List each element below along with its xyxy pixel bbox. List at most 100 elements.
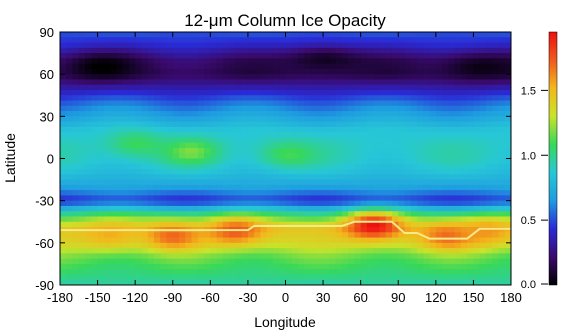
heatmap-cell xyxy=(216,84,224,91)
heatmap-cell xyxy=(329,200,337,207)
heatmap-cell xyxy=(373,95,381,102)
heatmap-cell xyxy=(210,205,218,212)
heatmap-cell xyxy=(373,169,381,175)
heatmap-cell xyxy=(498,42,506,49)
heatmap-cell xyxy=(279,221,287,228)
heatmap-cell xyxy=(366,32,374,38)
heatmap-cell xyxy=(360,248,368,254)
heatmap-cell xyxy=(241,216,249,223)
heatmap-cell xyxy=(135,100,143,107)
heatmap-cell xyxy=(185,132,193,139)
heatmap-cell xyxy=(247,89,255,96)
heatmap-cell xyxy=(498,205,506,212)
heatmap-cell xyxy=(329,227,337,233)
heatmap-cell xyxy=(85,132,92,139)
heatmap-cell xyxy=(172,79,180,86)
heatmap-cell xyxy=(85,58,92,65)
heatmap-cell xyxy=(166,111,174,117)
heatmap-cell xyxy=(204,79,211,86)
heatmap-cell xyxy=(172,174,180,181)
heatmap-cell xyxy=(85,84,92,91)
heatmap-cell xyxy=(366,95,374,102)
heatmap-cell xyxy=(498,105,506,112)
heatmap-cell xyxy=(72,47,80,54)
heatmap-cell xyxy=(60,121,67,128)
heatmap-cell xyxy=(166,32,174,38)
heatmap-cell xyxy=(272,190,280,196)
heatmap-cell xyxy=(417,211,424,218)
heatmap-cell xyxy=(103,253,111,260)
heatmap-cell xyxy=(473,184,481,191)
heatmap-cell xyxy=(310,263,318,270)
heatmap-cell xyxy=(348,221,356,228)
heatmap-cell xyxy=(335,232,343,239)
heatmap-cell xyxy=(467,179,475,186)
heatmap-cell xyxy=(335,84,343,91)
heatmap-cell xyxy=(141,263,149,270)
heatmap-cell xyxy=(448,216,456,223)
heatmap-cell xyxy=(247,32,255,38)
heatmap-cell xyxy=(222,47,230,54)
heatmap-cell xyxy=(191,42,199,49)
heatmap-cell xyxy=(241,253,249,260)
heatmap-cell xyxy=(492,263,500,270)
heatmap-cell xyxy=(485,216,493,223)
heatmap-cell xyxy=(429,169,437,175)
heatmap-cell xyxy=(291,121,299,128)
heatmap-cell xyxy=(398,121,406,128)
heatmap-cell xyxy=(379,232,387,239)
heatmap-cell xyxy=(241,58,249,65)
heatmap-cell xyxy=(442,200,449,207)
heatmap-cell xyxy=(116,253,124,260)
heatmap-cell xyxy=(285,42,293,49)
heatmap-cell xyxy=(229,237,236,244)
heatmap-cell xyxy=(260,95,268,102)
heatmap-cell xyxy=(254,42,262,49)
heatmap-cell xyxy=(329,237,337,244)
heatmap-cell xyxy=(316,68,324,75)
heatmap-cell xyxy=(398,37,406,44)
heatmap-cell xyxy=(467,211,475,218)
heatmap-cell xyxy=(479,227,487,233)
heatmap-cell xyxy=(197,111,205,117)
heatmap-cell xyxy=(404,147,412,154)
heatmap-cell xyxy=(379,279,387,285)
heatmap-cell xyxy=(66,184,74,191)
heatmap-cell xyxy=(272,74,280,81)
heatmap-cell xyxy=(323,274,330,281)
heatmap-cell xyxy=(442,153,449,160)
heatmap-cell xyxy=(235,253,243,260)
heatmap-cell xyxy=(191,179,199,186)
heatmap-cell xyxy=(485,68,493,75)
heatmap-cell xyxy=(442,137,449,144)
heatmap-cell xyxy=(335,163,343,170)
heatmap-cell xyxy=(279,242,287,249)
heatmap-cell xyxy=(454,279,462,285)
heatmap-cell xyxy=(316,74,324,81)
heatmap-cell xyxy=(153,121,161,128)
heatmap-cell xyxy=(204,195,211,202)
heatmap-cell xyxy=(191,126,199,133)
heatmap-cell xyxy=(335,205,343,212)
heatmap-cell xyxy=(467,74,475,81)
heatmap-cell xyxy=(66,37,74,44)
heatmap-cell xyxy=(504,132,511,139)
heatmap-cell xyxy=(216,232,224,239)
heatmap-cell xyxy=(492,89,500,96)
heatmap-cell xyxy=(247,47,255,54)
heatmap-cell xyxy=(191,153,199,160)
heatmap-cell xyxy=(160,116,168,123)
heatmap-cell xyxy=(179,147,186,154)
heatmap-cell xyxy=(272,163,280,170)
heatmap-cell xyxy=(235,42,243,49)
heatmap-cell xyxy=(310,232,318,239)
heatmap-cell xyxy=(448,121,456,128)
heatmap-cell xyxy=(160,200,168,207)
heatmap-cell xyxy=(410,89,418,96)
heatmap-cell xyxy=(110,211,117,218)
heatmap-cell xyxy=(379,263,387,270)
heatmap-cell xyxy=(229,274,236,281)
heatmap-cell xyxy=(135,105,143,112)
heatmap-cell xyxy=(210,274,218,281)
heatmap-cell xyxy=(160,32,168,38)
